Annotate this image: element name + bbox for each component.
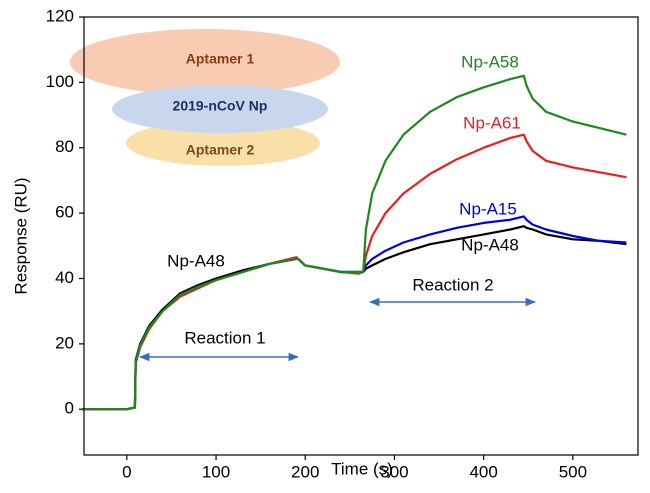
annotation: Reaction 2 bbox=[412, 275, 493, 294]
aptamer-2-shape bbox=[126, 120, 320, 166]
series-label: Np-A58 bbox=[461, 52, 519, 71]
series-label: Np-A48 bbox=[461, 235, 519, 254]
y-tick-label: 120 bbox=[46, 6, 74, 25]
inset-diagram: Aptamer 1 2019-nCoV Np Aptamer 2 bbox=[70, 29, 340, 166]
x-tick-label: 0 bbox=[122, 462, 131, 481]
series-line bbox=[82, 215, 627, 411]
series-line bbox=[82, 225, 627, 411]
y-tick-label: 80 bbox=[55, 137, 74, 156]
y-axis-label: Response (RU) bbox=[11, 177, 30, 294]
y-tick-label: 100 bbox=[46, 72, 74, 91]
y-tick-label: 40 bbox=[55, 268, 74, 287]
series-label: Np-A15 bbox=[459, 199, 517, 218]
x-tick-label: 100 bbox=[202, 462, 230, 481]
inset-label: 2019-nCoV Np bbox=[173, 98, 268, 114]
series-label: Np-A48 bbox=[167, 251, 225, 270]
x-tick-label: 500 bbox=[559, 462, 587, 481]
y-tick-label: 0 bbox=[65, 399, 74, 418]
y-tick-label: 20 bbox=[55, 333, 74, 352]
np-shape bbox=[112, 85, 328, 133]
y-tick-label: 60 bbox=[55, 203, 74, 222]
series-label: Np-A61 bbox=[463, 113, 521, 132]
plot-frame bbox=[83, 16, 639, 456]
annotation: Reaction 1 bbox=[184, 328, 265, 347]
x-tick-label: 400 bbox=[469, 462, 497, 481]
inset-label: Aptamer 2 bbox=[186, 142, 255, 158]
inset-label: Aptamer 1 bbox=[186, 51, 255, 67]
series-line bbox=[82, 74, 627, 411]
x-axis-label: Time (s) bbox=[331, 459, 393, 478]
x-tick-label: 300 bbox=[380, 462, 408, 481]
aptamer-1-shape bbox=[70, 29, 340, 95]
x-tick-label: 200 bbox=[291, 462, 319, 481]
